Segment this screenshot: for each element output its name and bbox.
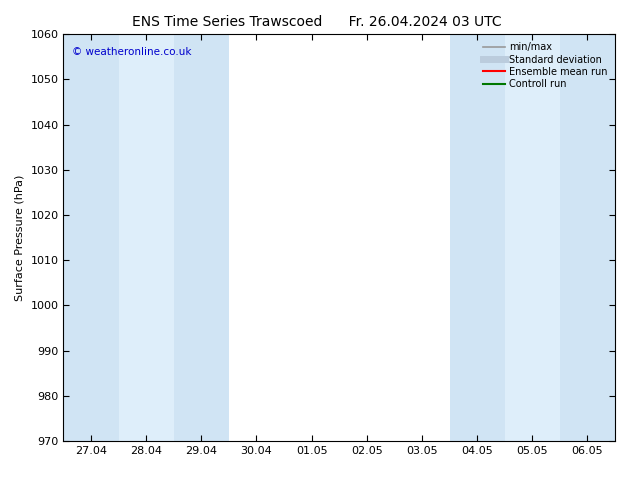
- Bar: [63, 34, 119, 441]
- Legend: min/max, Standard deviation, Ensemble mean run, Controll run: min/max, Standard deviation, Ensemble me…: [481, 39, 610, 92]
- Bar: [119, 34, 174, 441]
- Text: ENS Time Series Trawscoed      Fr. 26.04.2024 03 UTC: ENS Time Series Trawscoed Fr. 26.04.2024…: [132, 15, 502, 29]
- Bar: [450, 34, 505, 441]
- Bar: [560, 34, 615, 441]
- Bar: [505, 34, 560, 441]
- Text: © weatheronline.co.uk: © weatheronline.co.uk: [72, 47, 191, 56]
- Bar: [174, 34, 229, 441]
- Y-axis label: Surface Pressure (hPa): Surface Pressure (hPa): [15, 174, 25, 301]
